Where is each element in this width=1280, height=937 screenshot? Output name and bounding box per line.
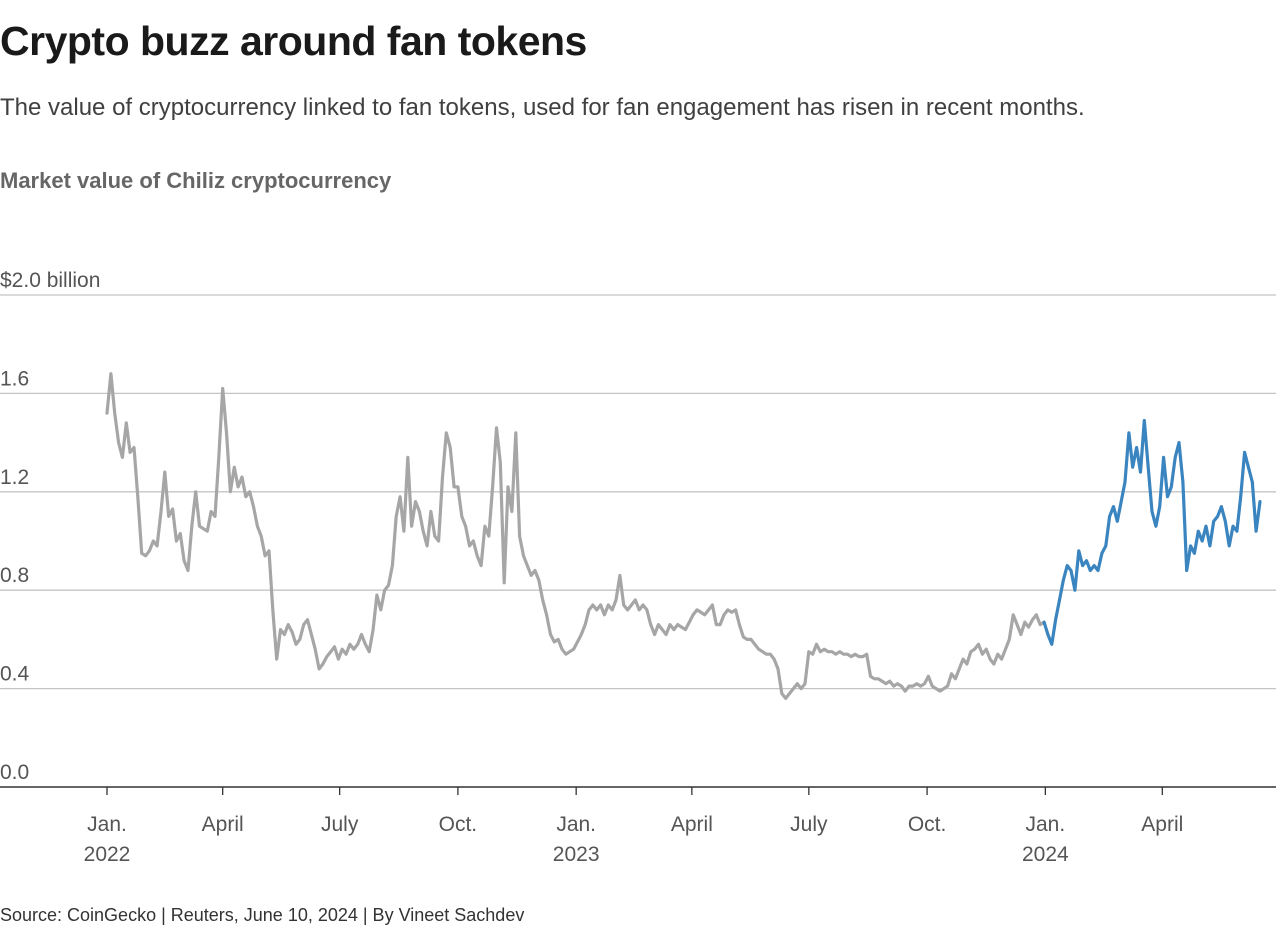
x-tick-year-label: 2024 — [1022, 843, 1069, 866]
x-tick-label: April — [1141, 813, 1183, 836]
y-tick-label: 1.6 — [0, 367, 29, 390]
chart-headline: Crypto buzz around fan tokens — [0, 18, 587, 64]
x-tick-label: July — [790, 813, 828, 836]
y-tick-label: $2.0 billion — [0, 269, 100, 292]
x-tick-label: Jan. — [1025, 813, 1065, 836]
series-line-2024 — [1042, 418, 1262, 646]
y-tick-label: 0.4 — [0, 663, 30, 686]
x-tick-label: Oct. — [908, 813, 947, 836]
x-axis: Jan. 2022 April July Oct. Jan. 2023 April July Oc… — [0, 786, 1276, 866]
line-chart: 0.0 0.4 0.8 1.2 1.6 $2.0 billion Jan. 2022 Apri… — [0, 269, 1276, 866]
y-tick-label: 1.2 — [0, 466, 29, 489]
y-tick-label: 0.8 — [0, 564, 29, 587]
x-tick-label: July — [321, 813, 359, 836]
y-axis-labels: 0.0 0.4 0.8 1.2 1.6 $2.0 billion — [0, 269, 100, 784]
x-tick-label: April — [202, 813, 244, 836]
y-tick-label: 0.0 — [0, 761, 29, 784]
x-tick-year-label: 2022 — [84, 843, 131, 866]
series-line-historic — [105, 372, 1046, 700]
chart-subtitle: The value of cryptocurrency linked to fa… — [0, 94, 1085, 121]
x-tick-label: Oct. — [439, 813, 478, 836]
series-lines — [105, 372, 1262, 700]
x-tick-year-label: 2023 — [553, 843, 600, 866]
chart-title: Market value of Chiliz cryptocurrency — [0, 168, 392, 193]
x-tick-label: April — [671, 813, 713, 836]
x-tick-label: Jan. — [556, 813, 596, 836]
gridlines — [0, 294, 1276, 690]
x-tick-label: Jan. — [87, 813, 127, 836]
chart-source: Source: CoinGecko | Reuters, June 10, 20… — [0, 905, 525, 925]
